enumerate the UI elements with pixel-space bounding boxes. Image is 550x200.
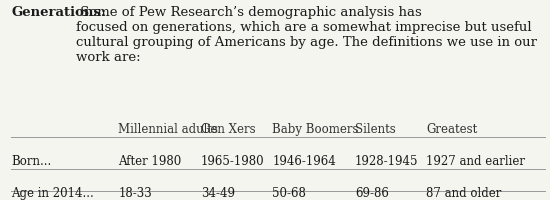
Text: Born...: Born... [11,155,51,168]
Text: 1965-1980: 1965-1980 [201,155,265,168]
Text: Age in 2014...: Age in 2014... [11,187,94,200]
Text: 69-86: 69-86 [355,187,389,200]
Text: After 1980: After 1980 [118,155,182,168]
Text: 1946-1964: 1946-1964 [272,155,336,168]
Text: 1927 and earlier: 1927 and earlier [426,155,525,168]
Text: 87 and older: 87 and older [426,187,502,200]
Text: 1928-1945: 1928-1945 [355,155,418,168]
Text: Millennial adults: Millennial adults [118,123,218,136]
Text: Generations:: Generations: [11,6,106,19]
Text: 18-33: 18-33 [118,187,152,200]
Text: 50-68: 50-68 [272,187,306,200]
Text: Greatest: Greatest [426,123,477,136]
Text: Baby Boomers: Baby Boomers [272,123,359,136]
Text: Gen Xers: Gen Xers [201,123,255,136]
Text: 34-49: 34-49 [201,187,235,200]
Text: Silents: Silents [355,123,395,136]
Text: Some of Pew Research’s demographic analysis has
focused on generations, which ar: Some of Pew Research’s demographic analy… [76,6,537,64]
